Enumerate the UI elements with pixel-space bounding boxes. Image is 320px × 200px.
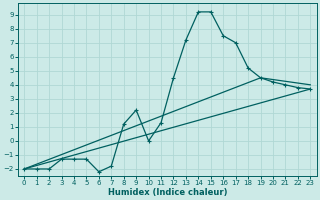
X-axis label: Humidex (Indice chaleur): Humidex (Indice chaleur) [108,188,227,197]
